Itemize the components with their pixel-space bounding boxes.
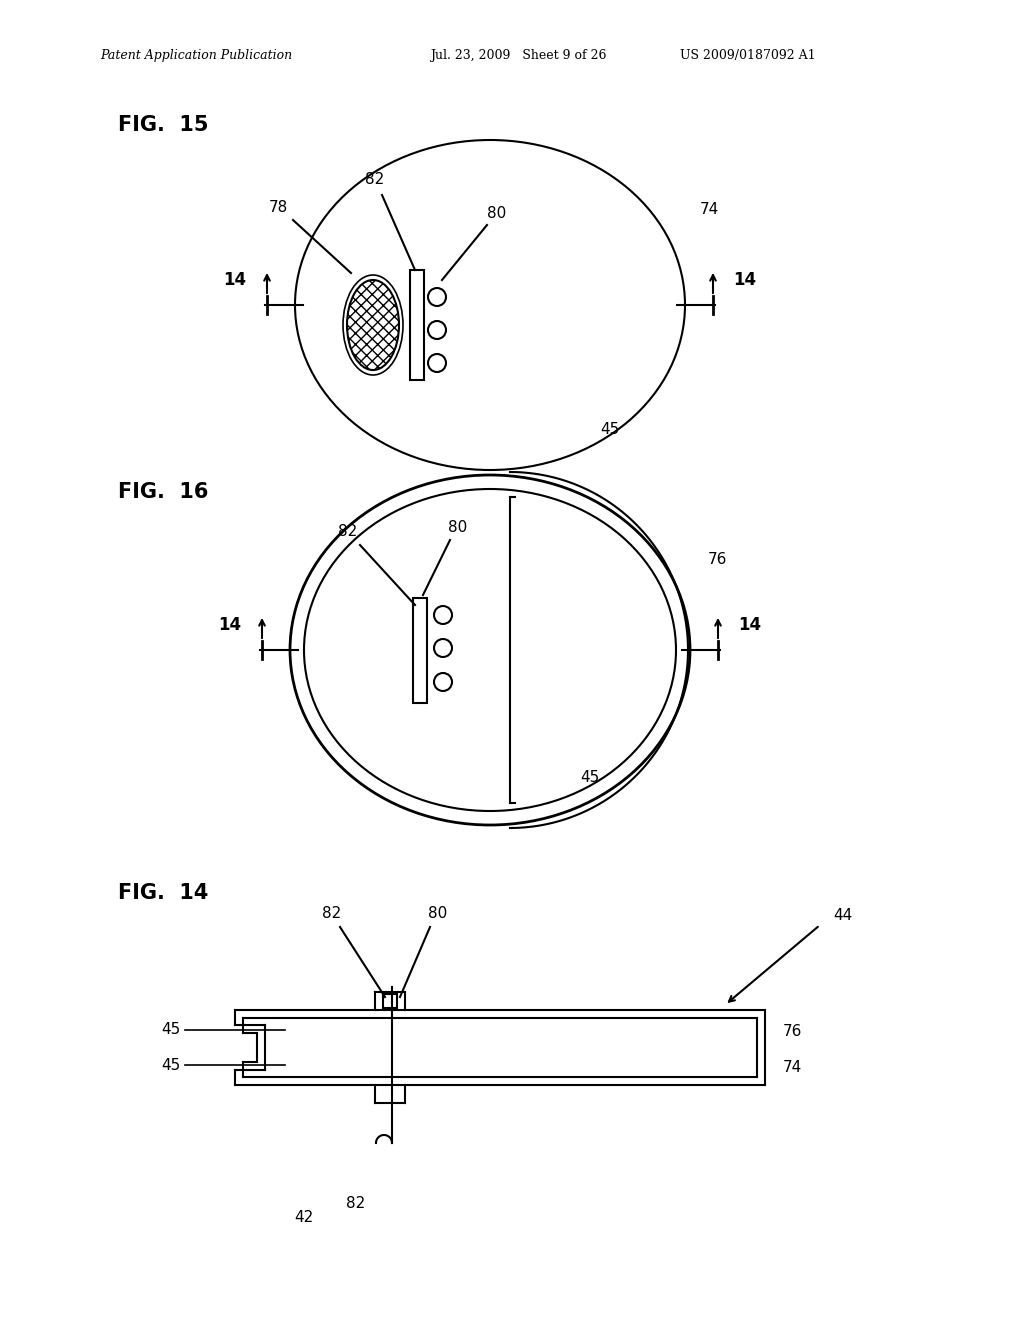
Text: 44: 44 [833, 908, 852, 923]
Text: 80: 80 [449, 520, 468, 536]
Text: 14: 14 [733, 271, 757, 289]
Text: 45: 45 [600, 422, 620, 437]
Text: US 2009/0187092 A1: US 2009/0187092 A1 [680, 49, 816, 62]
Text: FIG.  14: FIG. 14 [118, 883, 208, 903]
Text: Patent Application Publication: Patent Application Publication [100, 49, 292, 62]
Ellipse shape [347, 280, 399, 370]
Text: 78: 78 [268, 199, 288, 214]
Text: 74: 74 [700, 202, 719, 218]
Bar [383, 994, 397, 1008]
Text: 45: 45 [161, 1023, 180, 1038]
Text: 80: 80 [428, 907, 447, 921]
Text: 45: 45 [161, 1057, 180, 1072]
Text: 82: 82 [346, 1196, 366, 1210]
Text: 80: 80 [487, 206, 507, 220]
Text: 82: 82 [366, 173, 385, 187]
Text: FIG.  15: FIG. 15 [118, 115, 209, 135]
Text: Jul. 23, 2009   Sheet 9 of 26: Jul. 23, 2009 Sheet 9 of 26 [430, 49, 606, 62]
Text: 45: 45 [580, 771, 599, 785]
Text: 76: 76 [708, 553, 727, 568]
Bar [410, 271, 424, 380]
Text: 82: 82 [323, 907, 342, 921]
Text: 82: 82 [338, 524, 357, 540]
Text: 42: 42 [294, 1210, 313, 1225]
Text: 14: 14 [223, 271, 247, 289]
Bar [413, 598, 427, 704]
Text: 76: 76 [783, 1024, 803, 1040]
Text: 74: 74 [783, 1060, 802, 1076]
Text: 14: 14 [738, 616, 762, 634]
Text: FIG.  16: FIG. 16 [118, 482, 208, 502]
Text: 14: 14 [218, 616, 242, 634]
